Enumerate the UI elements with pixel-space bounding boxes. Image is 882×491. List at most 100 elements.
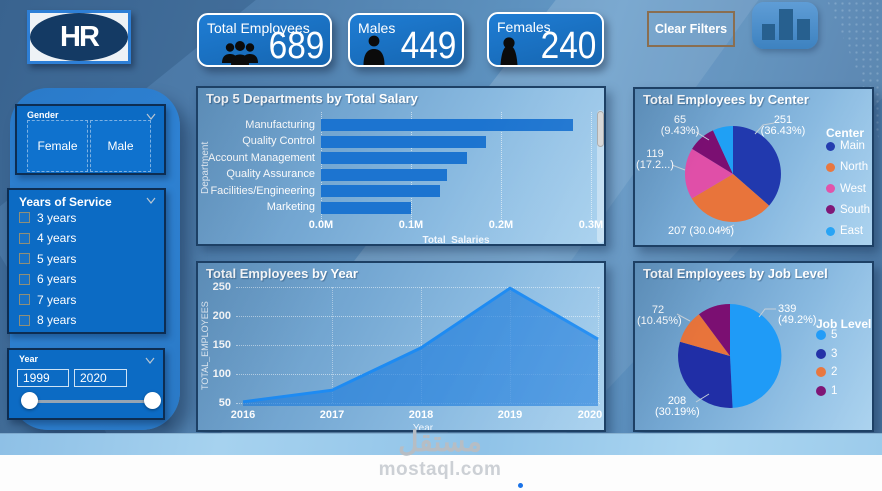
kpi-value: 240 — [540, 25, 596, 67]
pie-callout-South: 65 (9.43%) — [660, 114, 700, 137]
chart-icon-bar — [779, 9, 793, 40]
year-slider-handle-min[interactable] — [21, 392, 38, 409]
pie-slice-Main[interactable] — [733, 126, 781, 206]
pie-chart-center-title: Total Employees by Center — [643, 92, 809, 107]
legend-item-3[interactable]: 3 — [816, 348, 837, 360]
checkbox-4-years[interactable] — [19, 232, 30, 244]
male-icon — [363, 35, 385, 65]
area-line[interactable] — [242, 286, 599, 404]
bar-chart-scrollbar[interactable] — [597, 110, 604, 243]
legend-item-South[interactable]: South — [826, 204, 870, 216]
bar-chart-title: Top 5 Departments by Total Salary — [206, 91, 418, 106]
area-y-tick-label: 250 — [212, 281, 231, 293]
bar[interactable] — [321, 168, 447, 181]
area-x-tick-label: 2019 — [497, 409, 523, 421]
gender-button-female[interactable]: Female — [27, 120, 88, 172]
pie-slice-North[interactable] — [691, 174, 770, 222]
pie-slice-5[interactable] — [730, 304, 782, 408]
checkbox-label: 7 years — [37, 292, 77, 307]
area-y-tick-label: 150 — [212, 339, 231, 351]
legend-label: North — [840, 161, 869, 174]
legend-item-West[interactable]: West — [826, 183, 866, 195]
year-slider-track[interactable] — [29, 400, 152, 403]
checkbox-label: 3 years — [37, 210, 77, 225]
chevron-down-icon[interactable] — [146, 113, 156, 121]
callout-line — [754, 122, 775, 135]
bar[interactable] — [321, 152, 467, 164]
checkbox-3-years[interactable] — [19, 212, 30, 223]
chart-icon-bar — [797, 19, 810, 40]
legend-item-Main[interactable]: Main — [826, 140, 865, 152]
area-fill[interactable] — [243, 288, 598, 406]
area-chart-panel: Total Employees by Year TOTAL_EMPLOYEES … — [196, 261, 606, 432]
legend-item-1[interactable]: 1 — [816, 385, 837, 397]
year-slider-handle-max[interactable] — [144, 392, 161, 409]
bar-x-tick-label: 0.0M — [308, 219, 334, 231]
checkbox-7-years[interactable] — [19, 294, 30, 305]
hr-logo-text: HR — [60, 20, 100, 53]
legend-dot — [826, 184, 835, 194]
pie-callout-3: 208 (30.19%) — [655, 395, 700, 418]
area-chart-svg — [242, 286, 599, 406]
checkbox-label: 8 years — [37, 313, 77, 327]
pie-chart-job-level-panel: Total Employees by Job Level 339 (49.2%) 2… — [633, 261, 874, 432]
area-gridline — [236, 316, 600, 317]
pie-slice-2[interactable] — [680, 314, 730, 356]
bar[interactable] — [321, 119, 573, 131]
year-max-input[interactable] — [74, 369, 127, 387]
legend-label: South — [840, 203, 871, 216]
area-gridline — [236, 287, 600, 288]
area-vgridline — [332, 287, 333, 403]
bar[interactable] — [321, 201, 411, 214]
legend-item-2[interactable]: 2 — [816, 366, 837, 378]
bar-gridline — [591, 112, 592, 221]
legend-label: 1 — [831, 384, 838, 397]
pie-slice-South[interactable] — [692, 130, 733, 174]
legend-label: 3 — [831, 347, 838, 360]
years-checkbox-row: 4 years — [19, 230, 76, 246]
years-checkbox-row: 5 years — [19, 251, 76, 267]
bottom-white-band — [0, 455, 882, 491]
pie-slice-1[interactable] — [699, 303, 730, 356]
pie-slice-East[interactable] — [713, 126, 733, 174]
area-y-tick-label: 100 — [212, 368, 231, 380]
area-chart-title: Total Employees by Year — [206, 266, 358, 281]
bar[interactable] — [321, 135, 486, 148]
callout-line — [695, 131, 710, 141]
bar-chart-x-axis-label: Total_Salaries — [422, 235, 490, 246]
pie-slice-3[interactable] — [678, 341, 733, 408]
bar-category-label: Account Management — [207, 151, 315, 164]
bar-category-label: Quality Assurance — [226, 168, 315, 180]
bar-chart-scrollbar-thumb[interactable] — [597, 111, 604, 147]
bar-x-tick-label: 0.1M — [398, 219, 424, 231]
pie-slice-West[interactable] — [684, 148, 733, 199]
area-x-tick-label: 2020 — [577, 409, 603, 421]
bar-category-label: Manufacturing — [245, 118, 315, 131]
pie-callout-Main: 251 (36.43%) — [760, 114, 806, 137]
area-y-tick-label: 200 — [212, 310, 231, 322]
callout-line — [676, 313, 691, 322]
year-min-input[interactable] — [17, 369, 69, 387]
checkbox-6-years[interactable] — [19, 273, 30, 285]
legend-item-5[interactable]: 5 — [816, 329, 837, 341]
chevron-down-icon[interactable] — [145, 357, 155, 365]
kpi-label: Males — [358, 20, 396, 36]
checkbox-8-years[interactable] — [19, 314, 30, 326]
area-x-tick-label: 2016 — [230, 409, 256, 421]
kpi-value: 449 — [400, 25, 456, 67]
clear-filters-button[interactable]: Clear Filters — [647, 11, 735, 47]
legend-item-East[interactable]: East — [826, 225, 863, 237]
legend-label: West — [840, 182, 866, 195]
legend-dot — [826, 226, 835, 236]
years-of-service-title: Years of Service — [19, 195, 112, 209]
bar-category-label: Marketing — [266, 201, 315, 213]
bar[interactable] — [321, 185, 440, 197]
checkbox-5-years[interactable] — [19, 253, 30, 264]
legend-dot — [826, 162, 835, 172]
pie-chart-job-level-title: Total Employees by Job Level — [643, 266, 828, 281]
gender-button-male[interactable]: Male — [90, 120, 151, 172]
area-y-tick-label: 50 — [218, 397, 231, 409]
chevron-down-icon[interactable] — [146, 197, 156, 205]
legend-label: East — [840, 225, 864, 238]
legend-item-North[interactable]: North — [826, 161, 868, 173]
